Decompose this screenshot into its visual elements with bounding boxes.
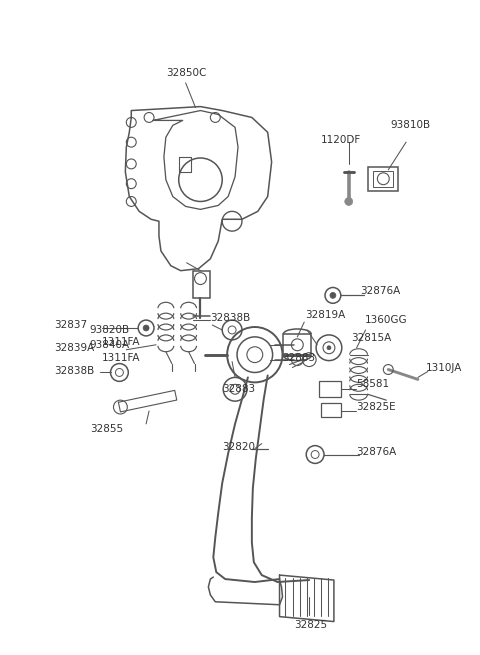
Text: 1120DF: 1120DF <box>321 135 361 145</box>
Text: 32819A: 32819A <box>305 310 346 320</box>
Text: 32838B: 32838B <box>54 367 95 377</box>
Bar <box>373 171 393 187</box>
Text: 93810B: 93810B <box>390 121 430 130</box>
Text: 32876A: 32876A <box>360 286 401 297</box>
Text: 32883: 32883 <box>222 384 255 394</box>
Text: 32825E: 32825E <box>357 402 396 412</box>
Bar <box>321 403 341 417</box>
Text: 32825: 32825 <box>295 620 328 629</box>
Text: 1360GG: 1360GG <box>364 315 407 325</box>
Circle shape <box>330 292 336 298</box>
Text: 32876A: 32876A <box>357 447 397 457</box>
Circle shape <box>345 198 353 206</box>
Text: 93840A: 93840A <box>90 340 130 350</box>
Text: 1311FA: 1311FA <box>102 352 140 363</box>
Circle shape <box>143 325 149 331</box>
Text: 1310JA: 1310JA <box>426 362 462 373</box>
Bar <box>284 334 311 356</box>
Bar <box>192 271 210 298</box>
Text: 32815A: 32815A <box>351 333 391 343</box>
Text: 93820B: 93820B <box>90 325 130 335</box>
Text: 32839A: 32839A <box>54 343 95 353</box>
Circle shape <box>327 346 331 350</box>
Text: 32838B: 32838B <box>210 313 251 323</box>
Text: 1311FA: 1311FA <box>102 337 140 347</box>
Text: 58581: 58581 <box>357 379 390 389</box>
Bar <box>369 167 398 191</box>
Text: 32820: 32820 <box>222 441 255 451</box>
Text: 32850C: 32850C <box>167 68 207 78</box>
Text: 32883: 32883 <box>283 352 316 363</box>
Bar <box>319 381 341 397</box>
Text: 32837: 32837 <box>54 320 87 330</box>
Text: 32855: 32855 <box>90 424 123 434</box>
